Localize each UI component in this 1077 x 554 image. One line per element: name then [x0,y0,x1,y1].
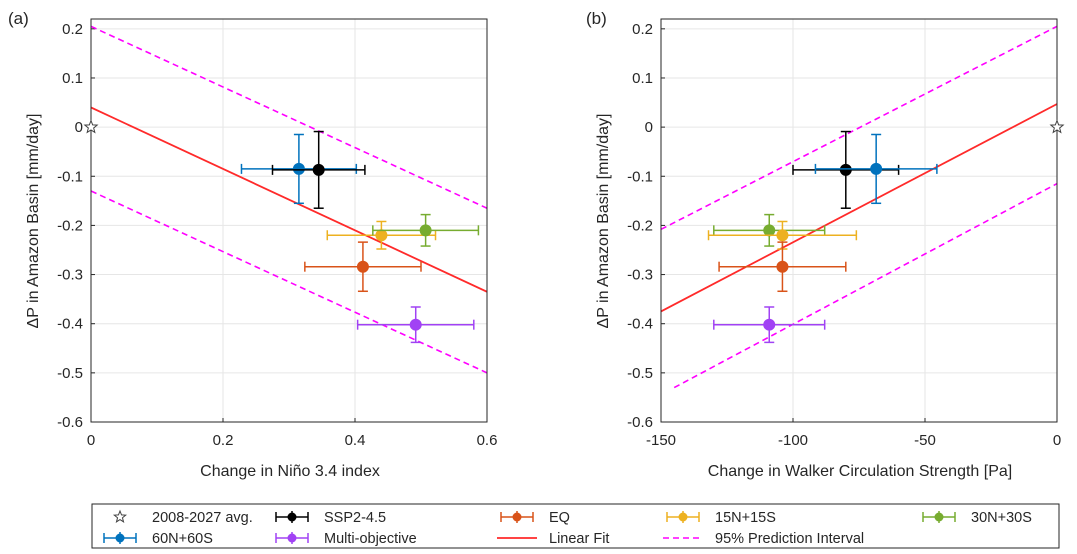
data-point-30n-30s [713,213,826,247]
y-tick-label: -0.1 [57,168,83,185]
data-point-eq [304,241,422,293]
legend-marker-icon [115,533,125,543]
panel-b-grid [660,19,1058,423]
panel-a-grid [90,19,488,423]
legend-item-2008-2027-avg-: 2008-2027 avg. [112,509,253,526]
prediction-interval-upper [91,25,487,209]
prediction-interval-lower [91,190,487,374]
legend-label: 95% Prediction Interval [715,531,864,547]
data-point-30n-30s [372,213,480,247]
legend-item-linear-fit: Linear Fit [497,531,609,547]
y-tick-label: -0.3 [57,267,83,284]
data-point-ssp2-4-5 [792,130,900,209]
y-tick-label: -0.3 [627,267,653,284]
panel-b-y-axis-label: ΔP in Amazon Basin [mm/day] [595,114,612,329]
prediction-interval-upper [661,25,1057,231]
reference-star-icon [83,119,99,134]
panel-a-plot-area [91,25,487,374]
x-tick-label: -100 [778,432,808,449]
legend-marker-icon [678,512,688,522]
y-tick-label: -0.4 [627,316,653,333]
legend-item-15n-15s: 15N+15S [666,510,776,526]
legend-marker-icon [934,512,944,522]
legend-item-60n-60s: 60N+60S [103,531,213,547]
y-tick-label: 0 [645,119,653,136]
legend-star-icon [112,509,128,523]
y-tick-label: -0.6 [57,414,83,431]
data-point-multi-objective [713,306,826,344]
data-point-15n-15s [326,220,437,250]
legend-label: 30N+30S [971,510,1032,526]
x-tick-label: 0.6 [477,432,498,449]
panel-a: (a) Change in Niño 3.4 index ΔP in Amazo… [8,9,497,480]
x-tick-label: -150 [646,432,676,449]
legend-box [91,503,1060,549]
legend-item-eq: EQ [500,510,570,526]
y-tick-label: 0.1 [632,70,653,87]
panel-b-x-axis-label: Change in Walker Circulation Strength [P… [708,463,1012,480]
legend-label: Multi-objective [324,531,417,547]
data-point-60n-60s [814,133,938,205]
panel-b-plot-area [661,25,1057,389]
legend: 2008-2027 avg. SSP2-4.5 EQ 15N+15S 30N+30S 60… [91,503,1060,549]
linear-fit-line [91,106,487,293]
legend-label: 2008-2027 avg. [152,510,253,526]
x-tick-label: 0 [1053,432,1061,449]
x-tick-label: 0.2 [213,432,234,449]
y-tick-label: 0.1 [62,70,83,87]
panel-a-axes-frame [90,18,488,423]
x-tick-label: -50 [914,432,936,449]
panel-a-label: (a) [8,9,29,28]
data-point-eq [718,241,847,293]
data-point-60n-60s [240,133,358,205]
legend-marker-icon [287,533,297,543]
y-tick-label: -0.5 [627,365,653,382]
prediction-interval-lower [673,182,1057,389]
y-tick-label: -0.6 [627,414,653,431]
y-tick-label: 0 [75,119,83,136]
legend-marker-icon [287,512,297,522]
legend-item-ssp2-4-5: SSP2-4.5 [275,510,386,526]
y-tick-label: -0.2 [57,217,83,234]
y-tick-label: -0.1 [627,168,653,185]
panel-a-y-axis-label: ΔP in Amazon Basin [mm/day] [25,114,42,329]
legend-label: 15N+15S [715,510,776,526]
panel-b: (b) Change in Walker Circulation Strengt… [586,9,1065,480]
panel-a-x-axis-label: Change in Niño 3.4 index [200,463,380,480]
data-point-multi-objective [356,306,475,344]
y-tick-label: -0.2 [627,217,653,234]
legend-label: EQ [549,510,570,526]
x-tick-label: 0.4 [345,432,366,449]
y-tick-label: -0.5 [57,365,83,382]
x-tick-label: 0 [87,432,95,449]
legend-label: SSP2-4.5 [324,510,386,526]
legend-label: Linear Fit [549,531,609,547]
panel-b-axes-frame [660,18,1058,423]
reference-star-icon [1049,119,1065,134]
panel-b-label: (b) [586,9,607,28]
y-tick-label: -0.4 [57,316,83,333]
legend-item-30n-30s: 30N+30S [922,510,1032,526]
data-point-ssp2-4-5 [271,130,366,209]
y-tick-label: 0.2 [62,21,83,38]
legend-label: 60N+60S [152,531,213,547]
linear-fit-line [661,103,1057,313]
legend-item-95-prediction-interval: 95% Prediction Interval [663,531,864,547]
legend-item-multi-objective: Multi-objective [275,531,417,547]
legend-marker-icon [512,512,522,522]
y-tick-label: 0.2 [632,21,653,38]
